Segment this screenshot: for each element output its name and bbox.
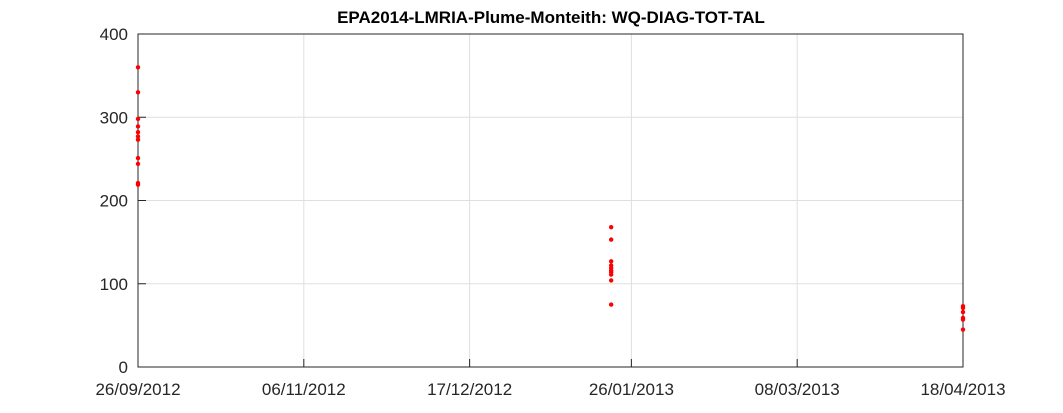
x-tick-label: 26/01/2013 [589, 380, 674, 399]
data-point [135, 90, 141, 95]
x-tick-label: 17/12/2012 [427, 380, 512, 399]
y-tick-label: 100 [100, 275, 128, 294]
x-tick-label: 26/09/2012 [95, 380, 180, 399]
data-point [960, 327, 966, 332]
data-point [608, 237, 614, 242]
x-tick-label: 18/04/2013 [920, 380, 1005, 399]
data-point [608, 224, 614, 230]
grid-layer [137, 33, 964, 368]
data-point [135, 65, 141, 70]
data-point [960, 305, 966, 311]
data-point [135, 116, 141, 122]
data-point [135, 130, 141, 135]
tick-layer: 26/09/2012 06/11/2012 17/12/2012 26/01/2013… [95, 25, 1005, 399]
data-point [608, 272, 614, 277]
y-tick-label: 0 [119, 358, 128, 377]
y-tick-label: 400 [100, 25, 128, 44]
data-point [135, 137, 141, 142]
points-layer [135, 65, 966, 332]
data-point [960, 317, 966, 322]
y-tick-label: 300 [100, 108, 128, 127]
x-tick-label: 08/03/2013 [755, 380, 840, 399]
x-tick-label: 06/11/2012 [262, 380, 346, 399]
y-tick-label: 200 [100, 192, 128, 211]
data-point [608, 278, 614, 283]
data-point [135, 134, 141, 139]
data-point [135, 161, 141, 167]
data-point [608, 302, 614, 307]
data-point [960, 309, 966, 315]
data-point [608, 259, 614, 264]
data-point [135, 182, 141, 187]
chart-title: EPA2014-LMRIA-Plume-Monteith: WQ-DIAG-TO… [337, 8, 765, 27]
data-point [135, 124, 141, 129]
data-point [135, 155, 141, 161]
